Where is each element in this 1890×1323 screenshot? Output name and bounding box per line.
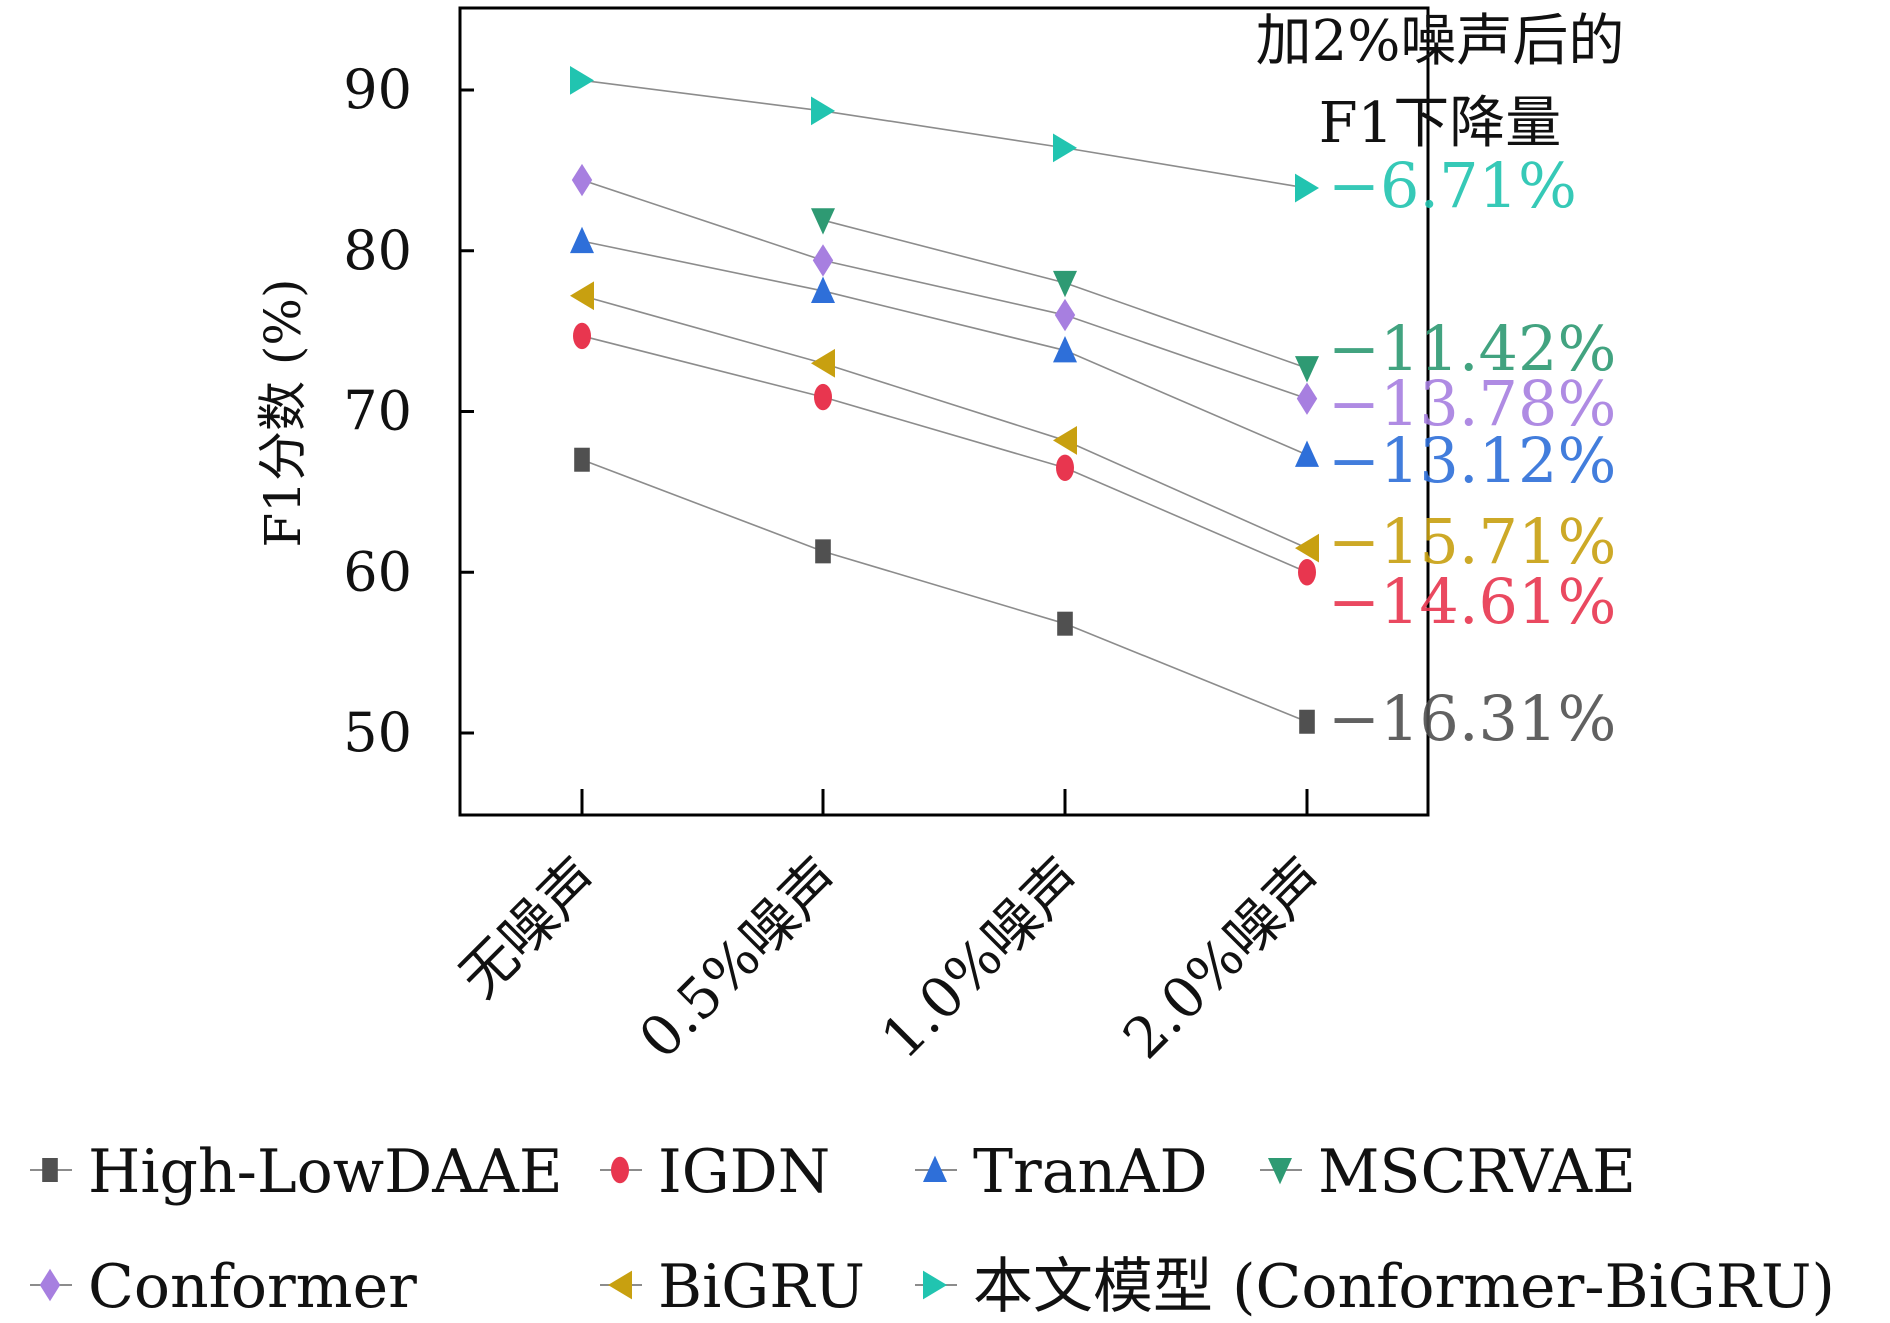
series-line <box>581 458 1308 723</box>
legend-item: High-LowDAAE <box>30 1137 563 1207</box>
drop-label: −13.78% <box>1328 367 1616 440</box>
y-tick-label: 60 <box>343 540 412 603</box>
legend-label: Conformer <box>88 1252 417 1322</box>
data-point <box>1295 533 1319 563</box>
data-point <box>811 208 835 235</box>
legend-label: IGDN <box>658 1137 830 1207</box>
annotation-title-line-1: 加2%噪声后的 <box>1256 9 1625 74</box>
data-point <box>1057 611 1073 636</box>
legend-marker <box>923 1155 947 1182</box>
legend-marker <box>1268 1158 1292 1185</box>
drop-label: −15.71% <box>1328 505 1616 578</box>
data-point <box>570 281 594 311</box>
series-lines <box>581 79 1308 723</box>
legend-label: BiGRU <box>658 1252 865 1322</box>
drop-annotations: 加2%噪声后的 F1下降量 −16.31% −14.61% −13.12% −11.4… <box>1256 9 1625 755</box>
data-point <box>815 539 831 564</box>
data-point <box>1053 133 1077 163</box>
legend-marker <box>39 1268 61 1302</box>
data-point <box>1053 426 1077 455</box>
legend-label: MSCRVAE <box>1318 1137 1636 1207</box>
y-tick-label: 80 <box>343 219 412 282</box>
data-point <box>1056 454 1074 481</box>
drop-label: −11.42% <box>1328 312 1616 385</box>
y-axis: 50 60 70 80 90 <box>343 58 474 764</box>
legend-item: Conformer <box>30 1252 417 1322</box>
data-point <box>812 244 834 277</box>
legend-item: TranAD <box>915 1137 1208 1207</box>
drop-label: −13.12% <box>1328 424 1616 497</box>
legend-marker <box>42 1158 58 1182</box>
series-line <box>581 240 1308 456</box>
y-tick-label: 70 <box>343 380 412 443</box>
data-point <box>1053 270 1077 298</box>
y-axis-label: F1分数 (%) <box>254 279 312 548</box>
data-point <box>1295 173 1319 203</box>
legend-label: 本文模型 (Conformer-BiGRU) <box>973 1252 1835 1322</box>
legend: High-LowDAAE IGDN TranAD MSCRVAE Conformer Bi… <box>30 1137 1835 1322</box>
series-line <box>581 79 1308 189</box>
series-line <box>581 294 1308 549</box>
series-line <box>581 179 1308 400</box>
series-markers <box>570 65 1319 734</box>
legend-item: 本文模型 (Conformer-BiGRU) <box>915 1252 1835 1322</box>
legend-item: IGDN <box>600 1137 830 1207</box>
data-point <box>811 96 835 126</box>
data-point <box>573 322 591 350</box>
drop-label: −16.31% <box>1328 682 1616 755</box>
data-point <box>1054 298 1076 332</box>
legend-item: BiGRU <box>600 1252 865 1322</box>
data-point <box>1295 440 1319 467</box>
data-point <box>811 276 835 303</box>
legend-marker <box>611 1156 629 1184</box>
data-point <box>570 65 594 95</box>
data-point <box>1298 559 1316 586</box>
data-point <box>571 163 593 197</box>
drop-label: −6.71% <box>1328 149 1577 222</box>
data-point <box>1295 356 1319 383</box>
legend-marker <box>923 1270 947 1300</box>
drop-label: −14.61% <box>1328 565 1616 638</box>
y-tick-label: 50 <box>343 701 412 764</box>
data-point <box>814 383 832 411</box>
data-point <box>1299 709 1315 734</box>
legend-label: High-LowDAAE <box>88 1137 563 1207</box>
legend-item: MSCRVAE <box>1260 1137 1636 1207</box>
data-point <box>1296 382 1318 415</box>
legend-marker <box>608 1270 632 1300</box>
data-point <box>811 348 835 378</box>
annotation-title-line-2: F1下降量 <box>1319 91 1561 156</box>
legend-label: TranAD <box>973 1137 1208 1207</box>
data-point <box>1053 336 1077 363</box>
series-line <box>581 335 1308 573</box>
y-tick-label: 90 <box>343 58 412 121</box>
data-point <box>574 447 590 472</box>
data-point <box>570 226 594 254</box>
